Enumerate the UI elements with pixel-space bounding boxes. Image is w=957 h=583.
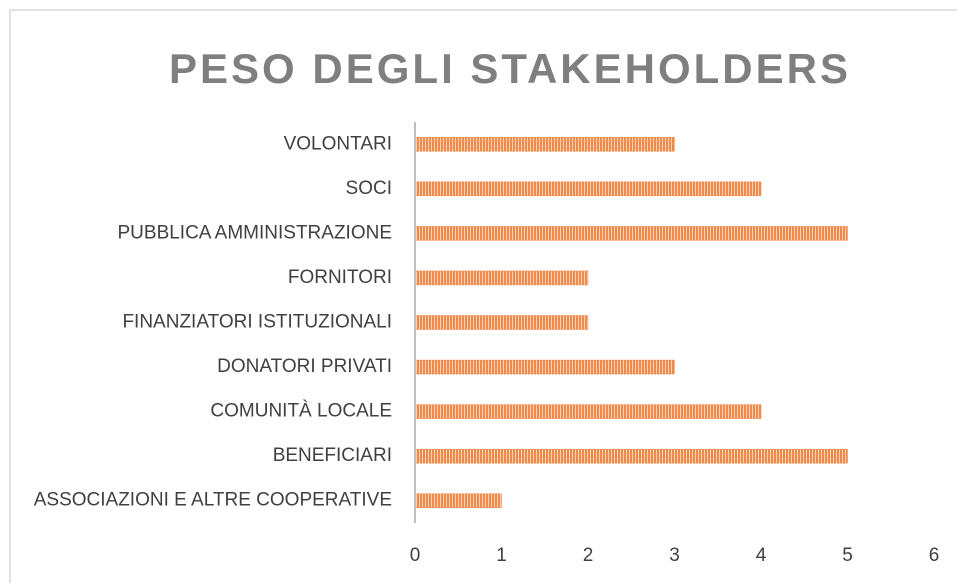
x-tick-label: 3 <box>669 545 680 566</box>
bar <box>414 270 589 286</box>
y-tick-label: FINANZIATORI ISTITUZIONALI <box>122 312 392 333</box>
bar <box>414 359 675 375</box>
bar <box>414 181 762 197</box>
x-tick-label: 2 <box>583 545 594 566</box>
chart-border <box>9 9 957 583</box>
y-tick-label: DONATORI PRIVATI <box>217 356 392 377</box>
chart-title: PESO DEGLI STAKEHOLDERS <box>169 45 851 92</box>
x-tick-label: 4 <box>756 545 767 566</box>
x-tick-label: 0 <box>410 545 421 566</box>
bar <box>414 226 848 241</box>
bar <box>414 493 502 508</box>
x-tick-label: 6 <box>929 545 940 566</box>
bar <box>414 137 675 152</box>
x-tick-label: 5 <box>842 545 853 566</box>
y-tick-label: SOCI <box>346 178 392 199</box>
x-tick-label: 1 <box>496 545 507 566</box>
y-tick-label: BENEFICIARI <box>273 445 392 466</box>
y-tick-label: ASSOCIAZIONI E ALTRE COOPERATIVE <box>34 490 392 511</box>
y-tick-label: FORNITORI <box>288 267 392 288</box>
bar <box>414 448 848 464</box>
y-tick-label: PUBBLICA AMMINISTRAZIONE <box>118 222 393 243</box>
y-tick-label: VOLONTARI <box>284 133 392 154</box>
bar <box>414 315 589 330</box>
bar <box>414 404 762 419</box>
y-tick-label: COMUNITÀ LOCALE <box>210 401 392 422</box>
